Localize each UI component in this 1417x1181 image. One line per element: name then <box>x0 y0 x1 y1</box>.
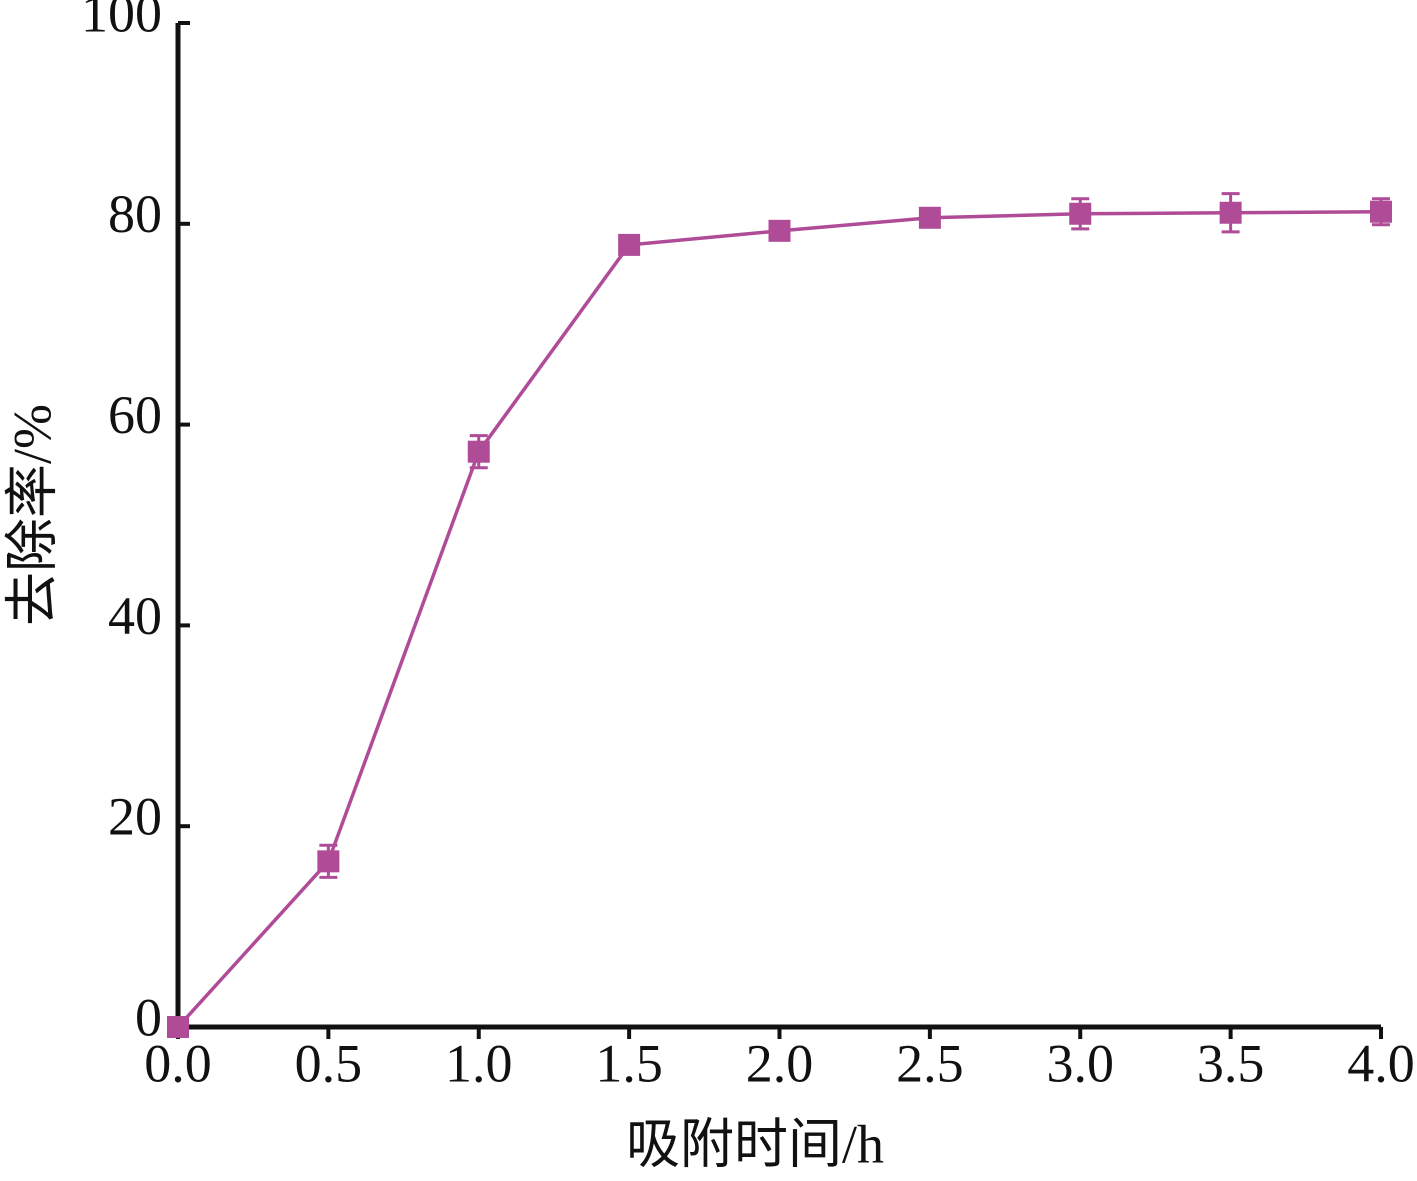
marker <box>317 850 340 873</box>
marker <box>467 440 490 463</box>
marker <box>1219 201 1242 224</box>
x-axis-label: 吸附时间/h <box>626 1114 884 1174</box>
marker <box>1370 200 1392 223</box>
marker <box>618 233 641 256</box>
y-tick-label: 20 <box>108 787 162 847</box>
y-tick-label: 100 <box>81 0 162 43</box>
marker <box>918 206 941 229</box>
x-tick-label: 0.5 <box>295 1033 363 1093</box>
y-tick-label: 40 <box>108 586 162 646</box>
x-tick-label: 3.5 <box>1197 1033 1265 1093</box>
x-tick-label: 1.5 <box>595 1033 663 1093</box>
x-tick-label: 3.0 <box>1047 1033 1115 1093</box>
marker <box>167 1016 189 1038</box>
x-tick-label: 4.0 <box>1347 1033 1415 1093</box>
y-tick-label: 60 <box>108 385 162 445</box>
data-line <box>176 210 1382 1029</box>
x-tick-label: 1.0 <box>445 1033 513 1093</box>
y-tick-label: 80 <box>108 184 162 244</box>
x-tick-label: 2.0 <box>746 1033 814 1093</box>
x-tick-label: 0.0 <box>144 1033 212 1093</box>
x-tick-label: 2.5 <box>896 1033 964 1093</box>
y-tick-label: 0 <box>135 987 162 1047</box>
marker <box>768 219 791 242</box>
y-axis-label: 去除率/% <box>2 404 62 626</box>
marker <box>1069 202 1092 225</box>
